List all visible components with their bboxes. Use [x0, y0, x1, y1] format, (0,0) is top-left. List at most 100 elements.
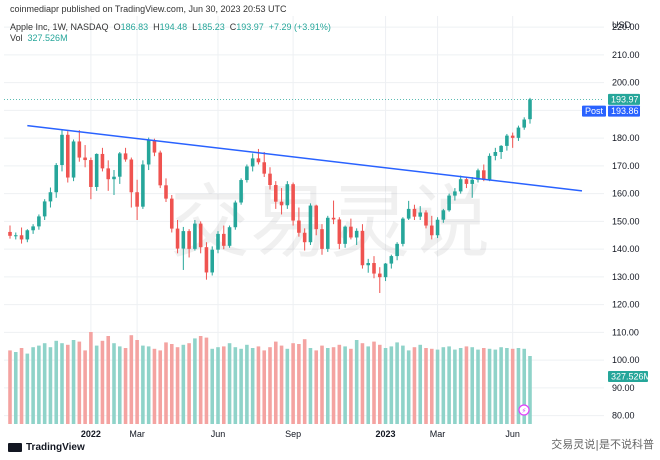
y-tick-label: 100.00 — [612, 355, 640, 365]
volume-bar — [505, 348, 509, 424]
x-tick-label: Mar — [430, 429, 446, 439]
candle-body — [447, 195, 451, 211]
time-axis[interactable]: 2022 Mar Jun Sep 2023 Mar Jun — [81, 429, 520, 439]
candle-body — [372, 263, 376, 274]
volume-bar — [516, 348, 521, 424]
volume-bar — [100, 340, 105, 424]
candle-body — [262, 162, 267, 174]
candle-body — [285, 184, 290, 206]
candle-body — [94, 153, 99, 187]
volume-bar — [349, 348, 353, 424]
candle-body — [198, 223, 203, 248]
volume-bar — [146, 346, 151, 424]
candle-body — [331, 217, 336, 220]
candle-body — [135, 192, 139, 207]
candle-body — [354, 230, 359, 238]
volume-bar — [169, 344, 174, 424]
candle-body — [187, 231, 191, 249]
candle-body — [65, 134, 70, 178]
volume-bar — [314, 350, 319, 424]
candle-body — [510, 135, 515, 138]
candle-body — [42, 201, 47, 217]
volume-bar — [279, 345, 284, 424]
volume-bar — [25, 353, 30, 424]
candle-body — [481, 170, 486, 180]
trendline[interactable] — [27, 124, 583, 192]
volume-bar — [528, 356, 532, 424]
candle-body — [325, 217, 330, 249]
tradingview-logo[interactable]: TradingView — [8, 442, 85, 453]
event-marker-icon[interactable] — [518, 404, 530, 416]
volume-bar — [19, 348, 24, 424]
last-price-label: 193.97 — [611, 94, 639, 104]
volume-bar — [48, 347, 53, 424]
candle-body — [31, 226, 35, 231]
volume-bar — [418, 344, 423, 424]
candle-body — [106, 168, 111, 180]
candle-body — [13, 235, 18, 237]
volume-bar — [135, 340, 139, 424]
candle-body — [54, 165, 59, 193]
volume-bar — [331, 347, 336, 424]
volume-bar — [216, 347, 220, 424]
volume-bar — [210, 348, 215, 424]
volume-bar — [412, 347, 417, 424]
volume-bar — [343, 346, 347, 424]
volume-bar — [233, 347, 238, 424]
candle-body — [117, 153, 122, 177]
volume-bar — [377, 344, 382, 424]
candle-body — [89, 160, 93, 187]
volume-bar — [337, 344, 342, 424]
candle-body — [48, 192, 53, 202]
candle-body — [164, 185, 168, 199]
volume-bar — [158, 350, 163, 424]
publish-line: coinmediapr published on TradingView.com… — [10, 4, 287, 14]
candle-body — [129, 159, 134, 193]
candle-body — [169, 198, 174, 229]
volume-badge-label: 327.526M — [611, 372, 651, 382]
volume-bar — [406, 350, 411, 424]
candle-body — [245, 166, 249, 181]
candle-body — [193, 223, 197, 249]
volume-bar — [273, 341, 278, 424]
candle-body — [349, 226, 353, 238]
candle-body — [487, 155, 492, 180]
post-label-badge — [582, 105, 606, 117]
volume-bar — [94, 345, 99, 424]
volume-bar — [522, 348, 527, 424]
volume-bar — [297, 344, 301, 424]
volume-bar — [123, 348, 128, 424]
volume-bar — [141, 345, 145, 424]
candles — [8, 97, 532, 293]
candle-body — [158, 152, 163, 186]
symbol-label[interactable]: Apple Inc, 1W, NASDAQ — [10, 22, 109, 32]
candle-body — [320, 229, 324, 249]
candle-body — [458, 179, 463, 192]
x-tick-label: 2022 — [81, 429, 101, 439]
volume-bar — [510, 348, 515, 424]
volume-bar — [175, 347, 180, 424]
x-tick-label: 2023 — [376, 429, 396, 439]
volume-bar — [389, 346, 394, 424]
x-tick-label: Sep — [285, 429, 301, 439]
volume-bar — [447, 346, 451, 424]
volume-bar — [487, 348, 492, 424]
y-tick-label: 180.00 — [612, 133, 640, 143]
price-axis[interactable]: 220.00210.00200.00190.00180.00170.00160.… — [612, 22, 640, 421]
watermark: 交易灵说 — [170, 176, 490, 269]
volume-bar — [262, 350, 267, 424]
y-tick-label: 220.00 — [612, 22, 640, 32]
candle-body — [227, 227, 232, 246]
volume-bar — [354, 340, 359, 424]
candle-body — [83, 157, 87, 161]
volume-bar — [320, 345, 324, 424]
volume-bar — [366, 346, 371, 424]
candle-body — [152, 140, 157, 153]
candle-body — [204, 247, 209, 273]
volume-bar — [60, 343, 64, 424]
volume-bar — [481, 348, 486, 424]
candle-body — [77, 141, 82, 158]
last-price-badge — [608, 93, 640, 105]
